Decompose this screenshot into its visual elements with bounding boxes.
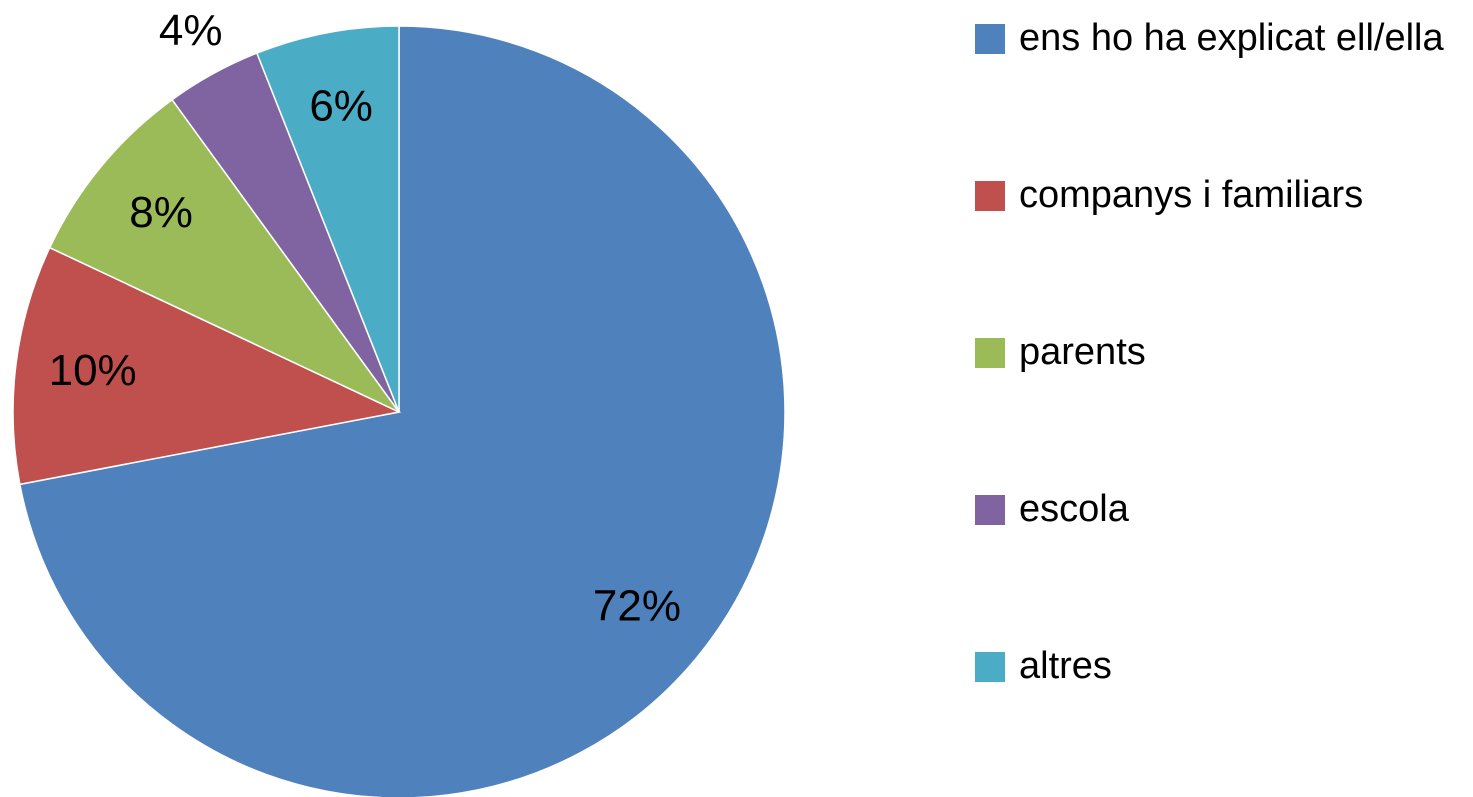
legend-swatch — [975, 181, 1005, 211]
legend-item: ens ho ha explicat ell/ella — [975, 14, 1473, 62]
legend-swatch — [975, 652, 1005, 682]
pie-slice — [12, 246, 402, 486]
legend-swatch — [975, 495, 1005, 525]
data-label: 6% — [309, 81, 373, 130]
legend-item: parents — [975, 328, 1473, 376]
legend-swatch — [975, 24, 1005, 54]
legend-label: parents — [1019, 331, 1146, 373]
legend-item: companys i familiars — [975, 171, 1473, 219]
legend-item: escola — [975, 485, 1473, 533]
chart: 72% 10% 8% 4% 6% — [12, 6, 786, 797]
legend-swatch — [975, 338, 1005, 368]
legend-label: altres — [1019, 645, 1112, 687]
pie-slice — [18, 25, 786, 797]
legend-item: altres — [975, 642, 1473, 690]
pie-slice — [255, 25, 400, 413]
pie-slice — [48, 98, 400, 413]
legend-label: ens ho ha explicat ell/ella — [1019, 17, 1444, 59]
data-label: 4% — [159, 6, 223, 55]
data-label: 72% — [593, 581, 681, 630]
data-label: 10% — [49, 346, 137, 395]
legend-label: escola — [1019, 488, 1129, 530]
legend-label: companys i familiars — [1019, 174, 1364, 216]
data-label: 8% — [129, 188, 193, 237]
